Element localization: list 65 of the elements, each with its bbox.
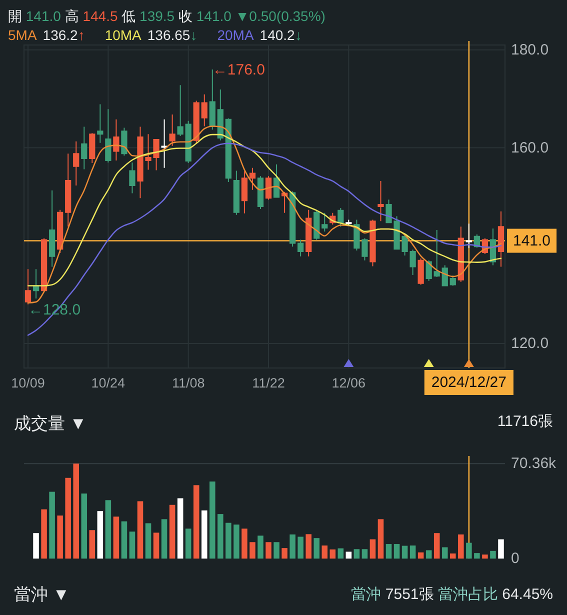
text: 11716張 [497, 412, 553, 430]
bar [161, 519, 168, 559]
bar [426, 550, 432, 559]
chart-title: 成交量 ▼ [14, 414, 87, 432]
bar [41, 509, 47, 559]
bar [386, 544, 392, 559]
bar [57, 516, 63, 559]
bar [266, 542, 272, 559]
bar [418, 552, 424, 559]
bar [153, 532, 160, 559]
bar [137, 501, 144, 559]
bar [346, 552, 352, 559]
bar [193, 485, 200, 559]
bar [402, 546, 408, 559]
bar [442, 547, 448, 559]
bar [177, 498, 184, 559]
bar [314, 538, 320, 559]
text: 當沖 7551張 當沖占比 64.45% [351, 586, 553, 602]
bar [354, 549, 360, 559]
bar [242, 528, 248, 559]
bar [410, 546, 416, 559]
bar [97, 511, 104, 559]
bar [65, 478, 71, 559]
bar [394, 544, 400, 559]
bar [378, 519, 384, 559]
bar [450, 553, 456, 559]
bar [169, 504, 176, 559]
bar [434, 533, 440, 559]
bar [218, 514, 224, 559]
bar [474, 553, 480, 559]
bar [258, 536, 264, 559]
bar [458, 534, 464, 559]
bar [498, 539, 504, 559]
bar [250, 542, 256, 559]
bar [89, 530, 96, 559]
y-tick-label: 70.36k [511, 455, 557, 472]
bar [490, 550, 496, 559]
bar [306, 534, 312, 559]
bar [234, 524, 240, 559]
bar [274, 542, 280, 559]
bar [33, 533, 39, 559]
bar [73, 464, 79, 559]
bar [282, 548, 288, 559]
bar [482, 554, 488, 559]
bar [370, 539, 376, 559]
bar [338, 548, 344, 559]
bar [201, 510, 208, 559]
bar [81, 494, 88, 559]
y-tick-label: 0 [511, 550, 520, 568]
bar [210, 482, 216, 559]
bar [129, 532, 136, 559]
bar [113, 516, 120, 559]
bar [322, 546, 328, 559]
bar [185, 528, 192, 559]
bar [466, 542, 472, 559]
bar [49, 492, 55, 559]
bar [298, 536, 304, 559]
bar [362, 549, 368, 559]
text: 當沖 ▼ [14, 584, 70, 604]
bar [105, 500, 112, 559]
bar [121, 521, 128, 559]
bar [226, 522, 232, 559]
bar [290, 534, 296, 559]
bar [330, 549, 336, 559]
bar [145, 523, 152, 559]
